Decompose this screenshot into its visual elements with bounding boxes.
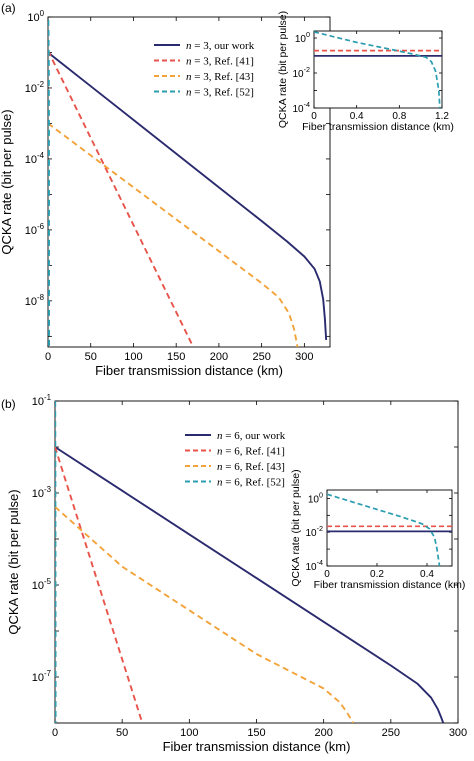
panel-a-y-tick-label: 10-6 bbox=[25, 222, 45, 237]
panel-b-legend-label-1: n = 6, Ref. [41] bbox=[217, 446, 285, 458]
panel-a-inset-x-tick-label: 0.8 bbox=[392, 111, 406, 122]
panel-b-x-tick-label: 150 bbox=[247, 727, 265, 739]
panel-a-y-tick-label: 100 bbox=[27, 9, 44, 24]
panel-a-x-tick-label: 150 bbox=[167, 351, 185, 363]
panel-a-legend: n = 3, our work n = 3, Ref. [41] n = 3, Re… bbox=[154, 40, 255, 99]
panel-a-x-tick-label: 200 bbox=[210, 351, 228, 363]
panel-a-x-axis-label: Fiber transmission distance (km) bbox=[95, 363, 283, 378]
panel-b-y-axis-label: QCKA rate (bit per pulse) bbox=[6, 489, 21, 634]
panel-a-x-tick-label: 300 bbox=[295, 351, 313, 363]
panel-b-x-tick-label: 50 bbox=[116, 727, 128, 739]
panel-a-series-line-3 bbox=[48, 17, 50, 347]
panel-b: (b) 10-1 10-3 10-5 10-7 0 50 100 150 200 250 300 Fib… bbox=[1, 393, 467, 754]
panel-b-y-tick-label: 10-1 bbox=[32, 393, 52, 408]
panel-b-y-tick-label: 10-5 bbox=[32, 577, 52, 592]
panel-a-inset-y-axis-label: QCKA rate (bit per pulse) bbox=[277, 11, 289, 128]
panel-b-inset-y-tick-label: 100 bbox=[308, 490, 323, 505]
panel-b-legend-label-2: n = 6, Ref. [43] bbox=[217, 461, 285, 473]
panel-a-inset-y-tick-label: 10-2 bbox=[292, 65, 310, 80]
panel-b-series-line-1 bbox=[55, 446, 144, 723]
panel-a-inset-x-tick-label: 0 bbox=[311, 111, 317, 122]
panel-a-inset-x-tick-label: 1.2 bbox=[435, 111, 449, 122]
panel-a-y-tick-label: 10-4 bbox=[25, 151, 45, 166]
panel-b-inset-plot-frame bbox=[326, 489, 453, 567]
panel-a-plot-frame bbox=[47, 16, 331, 348]
panel-a-tag: (a) bbox=[1, 1, 16, 15]
panel-a-x-tick-label: 250 bbox=[252, 351, 270, 363]
panel-b-x-tick-label: 100 bbox=[180, 727, 198, 739]
panel-b-inset-series-line-2 bbox=[327, 493, 441, 566]
panel-b-tag: (b) bbox=[1, 397, 16, 411]
panel-b-x-axis-label: Fiber transmission distance (km) bbox=[163, 739, 351, 754]
panel-a-legend-label-1: n = 3, Ref. [41] bbox=[186, 56, 254, 68]
panel-b-series-line-2 bbox=[55, 506, 355, 723]
panel-b-x-tick-label: 0 bbox=[52, 727, 58, 739]
panel-a: (a) 100 10-2 10-4 10-6 10-8 0 50 100 150 200 250 300… bbox=[0, 1, 454, 378]
panel-a-inset-y-tick-label: 10-4 bbox=[292, 100, 310, 115]
panel-b-legend: n = 6, our work n = 6, Ref. [41] n = 6, Re… bbox=[185, 430, 286, 489]
panel-a-series-line-0 bbox=[48, 51, 328, 340]
panel-a-inset-series-line-2 bbox=[314, 31, 441, 108]
panel-b-x-tick-label: 250 bbox=[382, 727, 400, 739]
panel-b-x-tick-label: 200 bbox=[314, 727, 332, 739]
panel-b-inset-y-axis-label: QCKA rate (bit per pulse) bbox=[290, 469, 302, 586]
panel-a-x-tick-label: 50 bbox=[85, 351, 97, 363]
panel-b-y-tick-label: 10-7 bbox=[32, 669, 51, 684]
panel-a-x-tick-label: 0 bbox=[45, 351, 51, 363]
panel-b-series-group bbox=[55, 401, 445, 723]
panel-a-legend-label-2: n = 3, Ref. [43] bbox=[186, 71, 254, 83]
panel-a-y-tick-label: 10-2 bbox=[25, 80, 44, 95]
panel-a-inset-series-group bbox=[314, 31, 442, 108]
panel-a-series-line-2 bbox=[48, 122, 299, 347]
panel-b-legend-label-3: n = 6, Ref. [52] bbox=[217, 477, 285, 489]
panel-b-legend-label-0: n = 6, our work bbox=[217, 430, 286, 442]
panel-a-legend-label-0: n = 3, our work bbox=[186, 40, 255, 52]
panel-a-series-group bbox=[48, 17, 328, 347]
panel-b-inset-x-axis-label: Fiber transmission distance (km) bbox=[314, 579, 466, 591]
panel-a-inset-plot-frame bbox=[313, 30, 443, 109]
panel-b-x-tick-label: 300 bbox=[449, 727, 467, 739]
panel-a-series-line-1 bbox=[48, 50, 195, 347]
panel-a-x-tick-label: 100 bbox=[124, 351, 142, 363]
panel-b-inset-x-tick-label: 0.4 bbox=[420, 569, 434, 580]
panel-b-inset-y-tick-label: 10-4 bbox=[305, 558, 323, 573]
panel-a-legend-label-3: n = 3, Ref. [52] bbox=[186, 87, 254, 99]
panel-a-inset-y-tick-label: 100 bbox=[295, 30, 310, 45]
panel-b-inset-y-tick-label: 10-2 bbox=[305, 524, 323, 539]
panel-b-series-line-0 bbox=[55, 446, 445, 723]
panel-b-y-tick-label: 10-3 bbox=[32, 485, 52, 500]
panel-a-inset-x-axis-label: Fiber transmission distance (km) bbox=[302, 121, 454, 133]
panel-b-inset-series-group bbox=[327, 493, 452, 566]
panel-a-y-axis-label: QCKA rate (bit per pulse) bbox=[0, 109, 14, 254]
panel-b-inset-x-tick-label: 0.2 bbox=[370, 569, 384, 580]
panel-a-y-tick-label: 10-8 bbox=[25, 293, 45, 308]
panel-a-inset-x-tick-label: 0.4 bbox=[350, 111, 364, 122]
panel-b-inset-x-tick-label: 0 bbox=[324, 569, 330, 580]
